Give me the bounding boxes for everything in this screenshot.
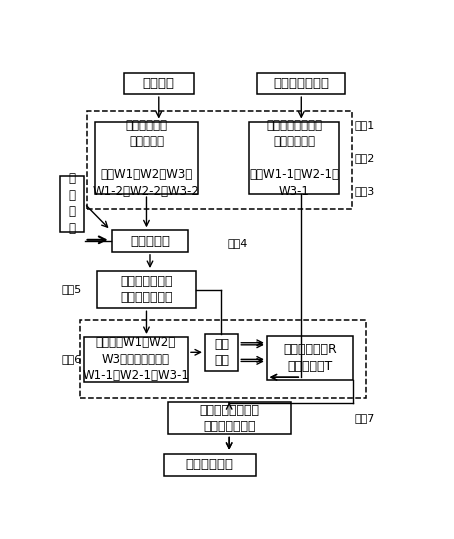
Bar [112,230,188,252]
Bar [205,334,238,371]
Bar [164,454,256,475]
Text: 全息干涉传感器: 全息干涉传感器 [273,77,329,90]
Bar [123,73,194,94]
Text: 步骤7: 步骤7 [354,413,375,423]
Bar [97,271,196,308]
Text: 辅助装置: 辅助装置 [143,77,175,90]
Text: 步骤5: 步骤5 [61,284,82,294]
Bar [267,336,353,381]
Text: 标
定
参
数: 标 定 参 数 [69,172,76,235]
Text: 不同位置标定
板图像采集

位置W1、W2、W3、
W1-2、W2-2、W3-2: 不同位置标定 板图像采集 位置W1、W2、W3、 W1-2、W2-2、W3-2 [93,119,200,198]
Text: 圆心和法向量计
算，计算旋转轴: 圆心和法向量计 算，计算旋转轴 [120,275,173,305]
Text: 步骤2: 步骤2 [354,153,375,163]
Text: 计算旋转矩阵R
和平移向量T: 计算旋转矩阵R 和平移向量T [283,343,337,373]
Text: 步骤4: 步骤4 [228,238,248,248]
Text: 旋转坐标轴到全息
干涉测量坐标系: 旋转坐标轴到全息 干涉测量坐标系 [199,404,259,433]
Text: 不同位置标定板表
面三维点采集

位置W1-1、W2-1、
W3-1: 不同位置标定板表 面三维点采集 位置W1-1、W2-1、 W3-1 [249,119,339,198]
Text: 步骤3: 步骤3 [354,186,374,196]
Bar [94,122,198,195]
Text: 旋转位置W1、W2、
W3的三维点到位置
W1-1、W2-1、W3-1: 旋转位置W1、W2、 W3的三维点到位置 W1-1、W2-1、W3-1 [83,336,189,382]
Text: 三维点重建: 三维点重建 [130,234,170,247]
Bar [249,122,339,195]
Bar [257,73,345,94]
Text: 拟合
平面: 拟合 平面 [214,337,229,367]
Text: 步骤6: 步骤6 [61,354,82,364]
Bar [168,402,291,434]
Bar [84,337,188,382]
Bar [79,320,366,398]
Text: 步骤1: 步骤1 [354,120,374,130]
Bar [60,176,84,232]
Text: 完成转轴标定: 完成转轴标定 [186,458,234,471]
Bar [87,111,352,209]
